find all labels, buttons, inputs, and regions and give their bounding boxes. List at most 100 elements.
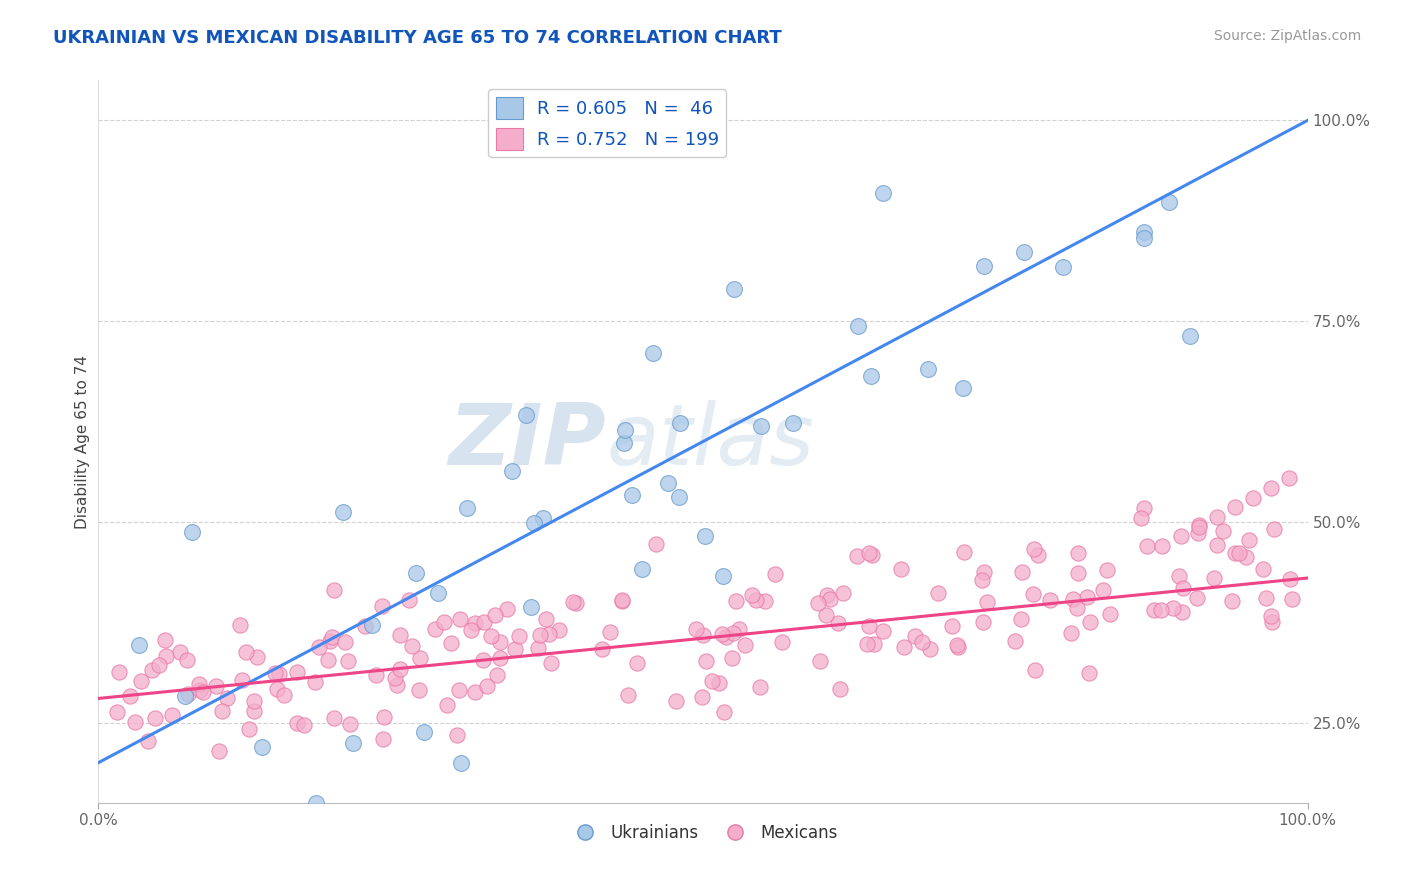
Point: [616, 688, 638, 702]
Point: [745, 593, 768, 607]
Point: [321, 630, 343, 644]
Point: [1241, 491, 1264, 505]
Point: [503, 642, 526, 657]
Point: [540, 656, 562, 670]
Point: [526, 641, 548, 656]
Point: [305, 796, 328, 810]
Point: [1220, 594, 1243, 608]
Point: [1223, 545, 1246, 559]
Point: [872, 186, 894, 200]
Point: [332, 505, 354, 519]
Point: [657, 475, 679, 490]
Point: [591, 642, 613, 657]
Point: [353, 619, 375, 633]
Point: [1091, 582, 1114, 597]
Point: [685, 623, 707, 637]
Point: [329, 836, 352, 850]
Point: [333, 635, 356, 649]
Point: [1095, 563, 1118, 577]
Point: [1077, 666, 1099, 681]
Point: [741, 588, 763, 602]
Point: [387, 677, 409, 691]
Point: [1136, 539, 1159, 553]
Point: [389, 820, 412, 834]
Point: [401, 639, 423, 653]
Point: [862, 637, 884, 651]
Point: [486, 668, 509, 682]
Point: [450, 756, 472, 770]
Point: [1188, 519, 1211, 533]
Point: [308, 640, 330, 655]
Point: [1052, 260, 1074, 275]
Point: [523, 516, 546, 530]
Point: [1281, 591, 1303, 606]
Point: [538, 627, 561, 641]
Point: [613, 436, 636, 450]
Point: [668, 490, 690, 504]
Point: [1062, 592, 1084, 607]
Point: [191, 685, 214, 699]
Point: [973, 259, 995, 273]
Point: [643, 345, 665, 359]
Point: [1078, 615, 1101, 629]
Point: [408, 683, 430, 698]
Point: [449, 612, 471, 626]
Point: [319, 634, 342, 648]
Point: [322, 711, 344, 725]
Point: [475, 679, 498, 693]
Point: [1173, 581, 1195, 595]
Point: [1066, 601, 1088, 615]
Point: [427, 586, 450, 600]
Point: [373, 710, 395, 724]
Point: [830, 682, 852, 697]
Point: [425, 622, 447, 636]
Point: [238, 723, 260, 737]
Point: [807, 596, 830, 610]
Point: [304, 674, 326, 689]
Point: [1187, 525, 1209, 540]
Point: [782, 417, 804, 431]
Point: [160, 708, 183, 723]
Point: [398, 593, 420, 607]
Point: [1060, 625, 1083, 640]
Point: [845, 549, 868, 564]
Point: [177, 687, 200, 701]
Point: [818, 592, 841, 607]
Point: [599, 624, 621, 639]
Point: [440, 636, 463, 650]
Point: [155, 649, 177, 664]
Point: [751, 419, 773, 434]
Point: [136, 734, 159, 748]
Point: [860, 548, 883, 562]
Point: [235, 645, 257, 659]
Point: [1152, 539, 1174, 553]
Point: [460, 623, 482, 637]
Point: [1223, 500, 1246, 515]
Point: [488, 635, 510, 649]
Point: [1022, 587, 1045, 601]
Point: [389, 662, 412, 676]
Point: [612, 593, 634, 607]
Point: [723, 282, 745, 296]
Point: [339, 717, 361, 731]
Point: [384, 671, 406, 685]
Point: [520, 599, 543, 614]
Text: UKRAINIAN VS MEXICAN DISABILITY AGE 65 TO 74 CORRELATION CHART: UKRAINIAN VS MEXICAN DISABILITY AGE 65 T…: [53, 29, 782, 46]
Point: [856, 637, 879, 651]
Point: [846, 318, 869, 333]
Point: [972, 615, 994, 630]
Point: [1263, 522, 1285, 536]
Point: [976, 595, 998, 609]
Point: [1161, 600, 1184, 615]
Point: [1067, 546, 1090, 560]
Point: [1206, 510, 1229, 524]
Point: [1251, 562, 1274, 576]
Y-axis label: Disability Age 65 to 74: Disability Age 65 to 74: [75, 354, 90, 529]
Point: [495, 601, 517, 615]
Point: [269, 667, 291, 681]
Point: [808, 654, 831, 668]
Point: [176, 653, 198, 667]
Point: [529, 627, 551, 641]
Point: [1188, 518, 1211, 533]
Point: [1028, 548, 1050, 562]
